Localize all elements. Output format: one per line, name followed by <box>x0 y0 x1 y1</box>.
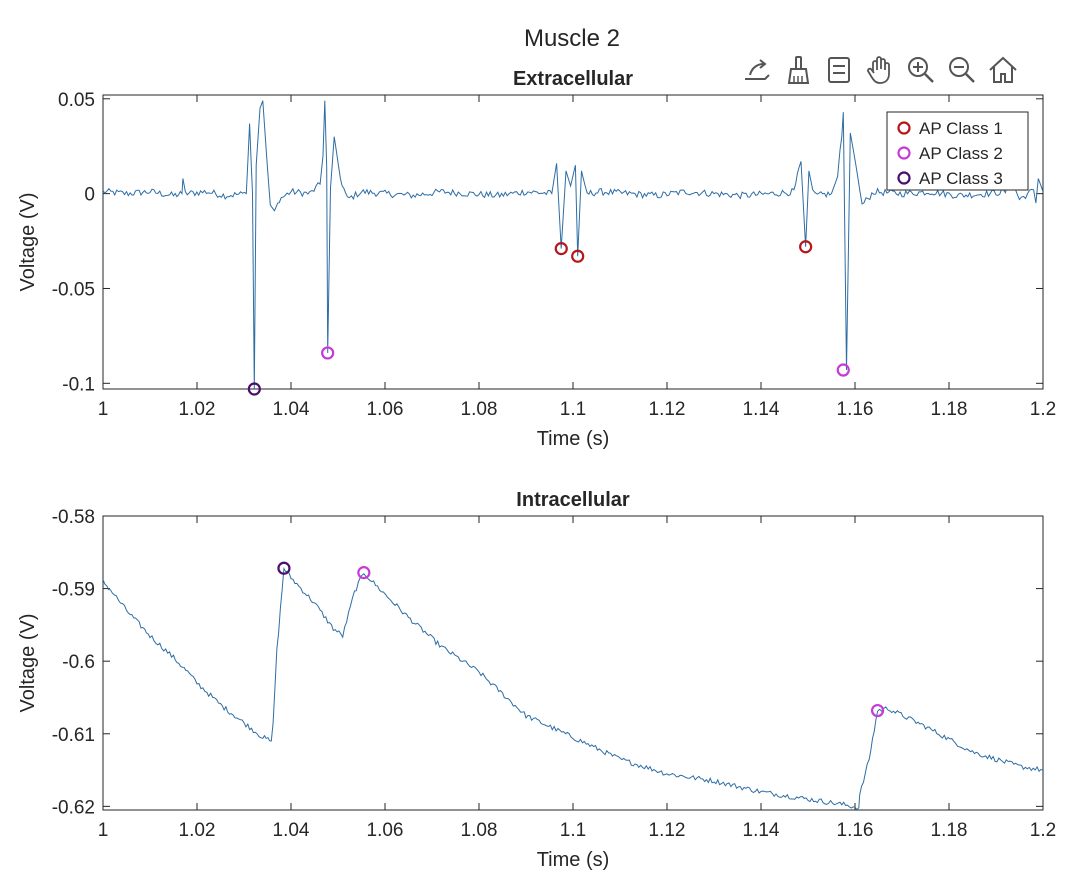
x-tick-label: 1.18 <box>931 820 968 841</box>
x-tick-label: 1.06 <box>367 399 404 420</box>
intracellular-axes[interactable]: Intracellular 1 1.02 1.04 1.06 1.08 1.1 1.12 1.1… <box>17 489 1056 871</box>
legend-marker <box>897 146 911 160</box>
x-axis-label: Time (s) <box>537 428 610 450</box>
legend-box <box>886 111 1029 191</box>
legend-entry: AP Class 1 <box>919 119 1003 138</box>
signal-trace-line <box>103 567 1043 810</box>
legend-entry: AP Class 3 <box>919 169 1003 188</box>
axes-title: Extracellular <box>513 68 633 90</box>
x-tick-label: 1.16 <box>837 820 874 841</box>
legend-marker <box>897 171 911 185</box>
ap-marker[interactable] <box>247 382 261 396</box>
x-tick-label: 1.08 <box>461 399 498 420</box>
datatip-icon <box>827 57 850 83</box>
ap-marker[interactable] <box>357 566 371 580</box>
y-tick-label: -0.59 <box>52 580 95 601</box>
signal-trace-line <box>103 100 1043 389</box>
x-tick-label: 1.1 <box>560 820 586 841</box>
ap-marker[interactable] <box>870 703 885 718</box>
home-button[interactable] <box>984 52 1021 88</box>
legend-marker <box>897 121 911 135</box>
ap-marker[interactable] <box>836 363 850 377</box>
x-tick-label: 1.04 <box>273 399 310 420</box>
pan-hand-icon <box>866 56 890 84</box>
x-tick-label: 1.16 <box>837 399 874 420</box>
brush-button[interactable] <box>779 52 816 88</box>
x-tick-label: 1.14 <box>743 399 780 420</box>
legend-entry: AP Class 2 <box>919 144 1003 163</box>
x-tick-label: 1.06 <box>367 820 404 841</box>
x-tick-label: 1 <box>98 399 109 420</box>
zoom-out-icon <box>948 57 975 83</box>
y-tick-label: -0.61 <box>52 725 95 746</box>
ap-marker[interactable] <box>321 346 335 360</box>
brush-icon <box>787 56 809 84</box>
export-button[interactable] <box>738 52 775 88</box>
ap-marker[interactable] <box>799 240 813 254</box>
x-tick-label: 1.12 <box>649 820 686 841</box>
x-tick-label: 1.1 <box>560 399 586 420</box>
x-tick-label: 1.08 <box>461 820 498 841</box>
zoom-in-icon <box>907 57 934 83</box>
x-tick-label: 1 <box>98 820 109 841</box>
zoom-in-button[interactable] <box>902 52 939 88</box>
y-tick-label: -0.05 <box>52 279 95 300</box>
axes-title: Intracellular <box>516 489 630 511</box>
x-tick-label: 1.2 <box>1030 399 1056 420</box>
extracellular-axes[interactable]: Extracellular 1 1.02 1.04 1.06 1.08 1.1 1.12 1.1… <box>17 68 1056 450</box>
y-axis-label: Voltage (V) <box>17 193 39 292</box>
legend: AP Class 1 AP Class 2 AP Class 3 <box>886 111 1029 191</box>
x-tick-label: 1.02 <box>179 399 216 420</box>
ap-marker[interactable] <box>554 242 568 256</box>
x-tick-label: 1.18 <box>931 399 968 420</box>
x-tick-label: 1.12 <box>649 399 686 420</box>
y-tick-label: -0.1 <box>62 374 95 395</box>
y-tick-label: -0.58 <box>52 507 95 528</box>
zoom-out-button[interactable] <box>943 52 980 88</box>
ap-marker[interactable] <box>277 561 291 575</box>
ap-marker[interactable] <box>571 249 585 263</box>
pan-button[interactable] <box>861 52 898 88</box>
y-tick-label: 0 <box>84 185 95 206</box>
x-tick-label: 1.2 <box>1030 820 1056 841</box>
y-tick-label: 0.05 <box>58 90 95 111</box>
figure-title: Muscle 2 <box>524 25 620 52</box>
plot-area[interactable] <box>102 94 1044 390</box>
datatip-button[interactable] <box>820 52 857 88</box>
y-tick-label: -0.62 <box>52 797 95 818</box>
y-tick-label: -0.6 <box>62 652 95 673</box>
x-axis-label: Time (s) <box>537 849 610 871</box>
home-icon <box>988 56 1017 83</box>
axes-toolbar <box>738 52 1021 90</box>
export-icon <box>744 59 770 80</box>
x-tick-label: 1.04 <box>273 820 310 841</box>
x-tick-label: 1.02 <box>179 820 216 841</box>
plot-area[interactable] <box>102 515 1044 811</box>
y-axis-label: Voltage (V) <box>17 614 39 713</box>
x-tick-label: 1.14 <box>743 820 780 841</box>
